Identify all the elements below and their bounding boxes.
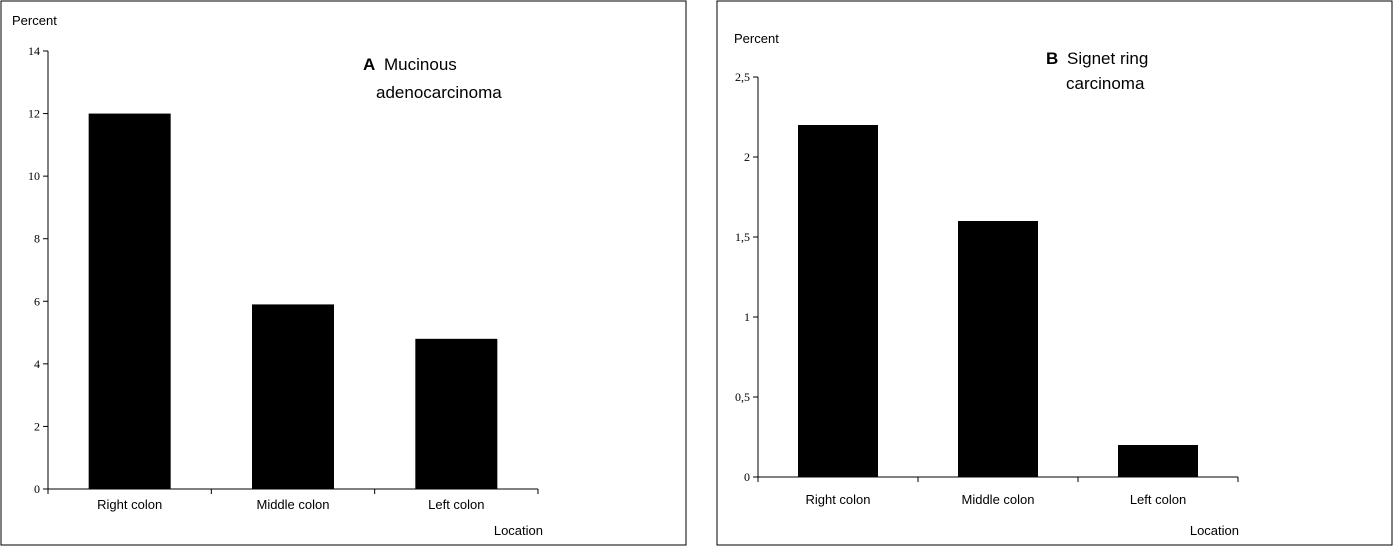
- panel-b-x-axis-label: Location: [1190, 523, 1239, 538]
- panel-a-bar: [415, 338, 498, 489]
- panel-a-x-axis-label: Location: [494, 523, 543, 538]
- panel-b-y-tick-label: 2: [744, 150, 750, 164]
- panel-b-bar: [1118, 445, 1198, 477]
- panel-b-bar: [958, 221, 1038, 477]
- panel-a-y-tick-label: 12: [28, 107, 40, 121]
- panel-b-x-tick-label: Right colon: [805, 492, 870, 507]
- panel-a-x-tick-label: Left colon: [428, 497, 484, 512]
- panel-a-title-text: Mucinous: [384, 55, 457, 74]
- panel-b-title-text: Signet ring: [1067, 49, 1148, 68]
- panel-a-y-tick-label: 2: [34, 419, 40, 433]
- panel-b-letter: B: [1046, 49, 1058, 68]
- panel-b-y-tick-label: 0: [744, 470, 750, 484]
- panel-b-title-line-1: B Signet ring: [1046, 49, 1148, 68]
- panel-a-y-tick-label: 8: [34, 232, 40, 246]
- panel-b-x-tick-label: Left colon: [1130, 492, 1186, 507]
- panel-b-y-tick-label: 2,5: [735, 70, 750, 84]
- panel-a-x-tick-label: Right colon: [97, 497, 162, 512]
- chart-panel-a: Percent A Mucinous adenocarcinoma 0 2 4 6 8 1…: [0, 0, 687, 546]
- panel-a-bar: [88, 113, 171, 490]
- panel-a-letter: A: [363, 55, 375, 74]
- chart-panel-b: Percent B Signet ring carcinoma 0 0,5 1 1,5…: [716, 0, 1393, 546]
- panel-b-plot-area: 0 0,5 1 1,5 2 2,5 Right colon Middle colon Left …: [735, 70, 1239, 507]
- panel-a-y-tick-label: 14: [28, 44, 40, 58]
- panel-b-y-tick-label: 0,5: [735, 390, 750, 404]
- panel-a-bar: [251, 304, 334, 489]
- panel-a-y-tick-label: 10: [28, 169, 40, 183]
- panel-a-y-tick-label: 4: [34, 357, 40, 371]
- panel-a-plot-area: 0 2 4 6 8 10 12 14 Right colon Middle colon Left c…: [28, 44, 539, 512]
- panel-b-title-line-2: carcinoma: [1066, 74, 1145, 93]
- panel-b-x-tick-label: Middle colon: [962, 492, 1035, 507]
- panel-b-y-tick-label: 1: [744, 310, 750, 324]
- panel-a-y-axis-label: Percent: [12, 13, 57, 28]
- panel-a-title-line-2: adenocarcinoma: [376, 83, 502, 102]
- panel-a-y-tick-label: 0: [34, 482, 40, 496]
- panel-b-y-tick-label: 1,5: [735, 230, 750, 244]
- panel-a-y-tick-label: 6: [34, 294, 40, 308]
- panel-a-x-tick-label: Middle colon: [256, 497, 329, 512]
- panel-a-title-line-1: A Mucinous: [363, 55, 457, 74]
- panel-b-y-axis-label: Percent: [734, 31, 779, 46]
- panel-b-bar: [798, 125, 878, 477]
